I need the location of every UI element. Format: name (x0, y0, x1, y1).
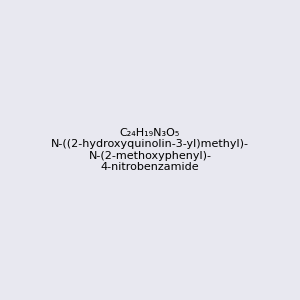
Text: C₂₄H₁₉N₃O₅
N-((2-hydroxyquinolin-3-yl)methyl)-
N-(2-methoxyphenyl)-
4-nitrobenza: C₂₄H₁₉N₃O₅ N-((2-hydroxyquinolin-3-yl)me… (51, 128, 249, 172)
